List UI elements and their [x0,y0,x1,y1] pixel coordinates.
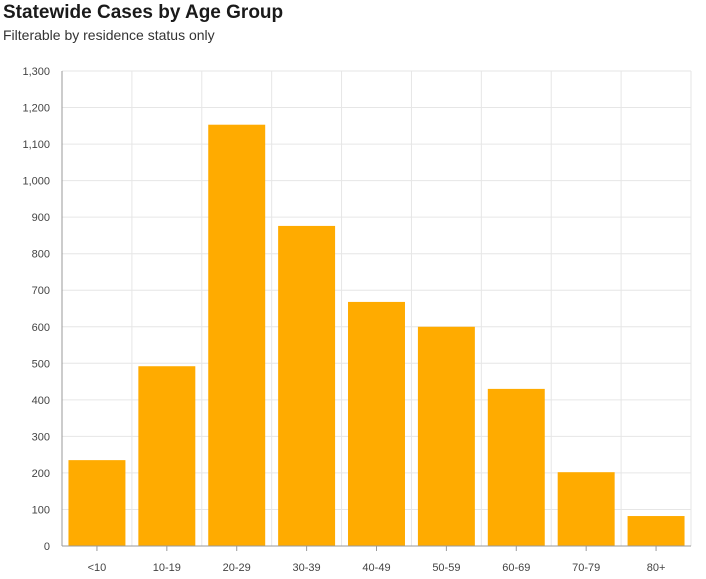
y-tick-label: 1,300 [22,66,50,78]
x-tick-label: 50-59 [432,562,460,574]
x-tick-label: <10 [88,562,107,574]
y-tick-label: 1,000 [22,176,50,188]
bar-50-59[interactable] [417,326,475,546]
y-tick-label: 1,100 [22,139,50,151]
y-tick-label: 400 [32,395,50,407]
x-tick-label: 30-39 [293,562,321,574]
y-tick-label: 700 [32,285,50,297]
x-tick-label: 10-19 [153,562,181,574]
bar-10-19[interactable] [138,366,196,546]
x-tick-label: 60-69 [502,562,530,574]
y-tick-label: 100 [32,504,50,516]
bar-80+[interactable] [627,516,685,546]
x-tick-label: 80+ [647,562,666,574]
chart-subtitle: Filterable by residence status only [3,27,215,43]
y-tick-label: 200 [32,468,50,480]
y-tick-label: 500 [32,358,50,370]
y-tick-label: 900 [32,212,50,224]
bar-<10[interactable] [68,460,126,546]
bars [68,124,685,546]
bar-70-79[interactable] [557,472,615,546]
y-tick-label: 300 [32,431,50,443]
y-tick-label: 1,200 [22,103,50,115]
y-tick-label: 0 [44,541,50,553]
y-tick-label: 600 [32,322,50,334]
chart-title: Statewide Cases by Age Group [3,2,284,23]
bar-60-69[interactable] [487,388,545,546]
x-tick-label: 20-29 [223,562,251,574]
bar-30-39[interactable] [278,225,336,546]
tick-labels: 0 100 200 300 400 500 600 700 800 900 1,000 1,100 1,… [22,66,665,574]
x-tick-label: 40-49 [362,562,390,574]
axes [61,71,691,551]
bar-20-29[interactable] [208,124,266,546]
x-tick-label: 70-79 [572,562,600,574]
y-tick-label: 800 [32,249,50,261]
bar-40-49[interactable] [348,301,405,546]
